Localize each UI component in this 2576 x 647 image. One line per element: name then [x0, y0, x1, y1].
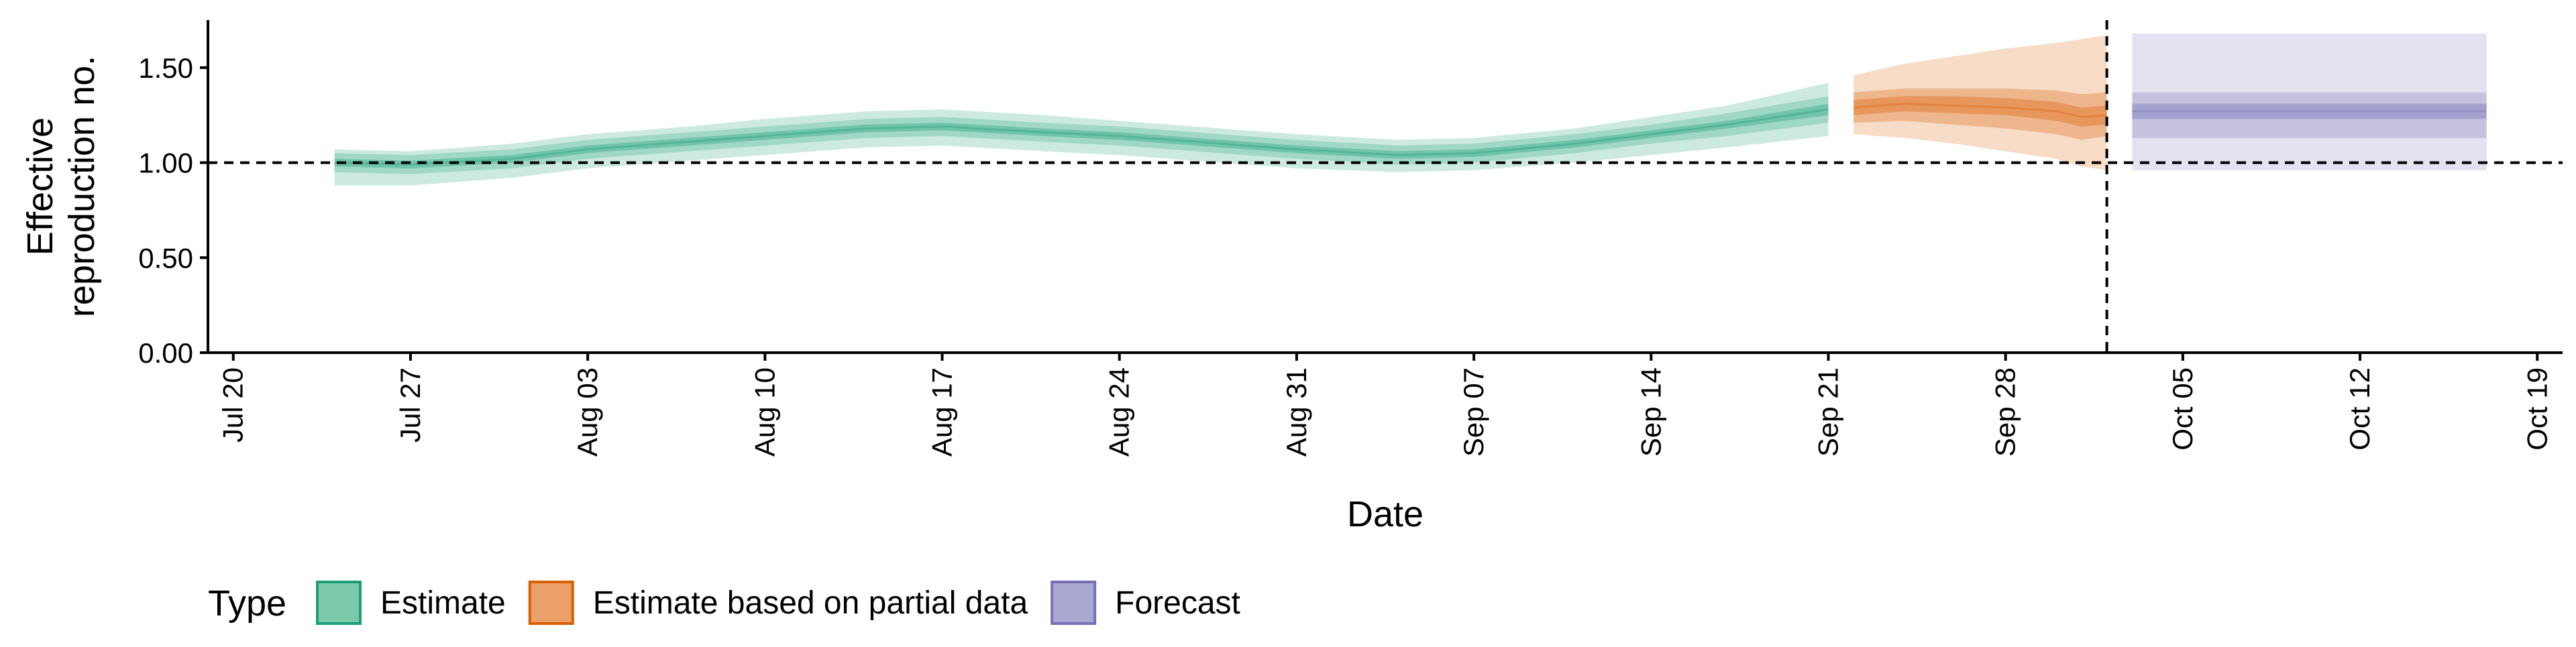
legend: Type Estimate Estimate based on partial d… [208, 581, 1240, 625]
forecast-band-20 [2132, 103, 2487, 119]
legend-key-forecast [1051, 581, 1097, 625]
x-axis-ticks: Jul 20 Jul 27 Aug 03 Aug 10 Aug 17 Aug 24 Aug … [217, 353, 2553, 457]
estimate-based-on-partial-data-band-20 [1854, 96, 2107, 127]
x-tick-label: Oct 05 [2167, 367, 2198, 451]
estimate-band-90 [334, 82, 1829, 186]
legend-label-forecast: Forecast [1115, 585, 1240, 621]
legend-label-estimate-based-on-partial-data: Estimate based on partial data [593, 585, 1028, 621]
estimate-band-50 [334, 96, 1829, 174]
y-tick-label: 0.00 [138, 337, 193, 369]
x-tick-label: Aug 03 [572, 367, 603, 457]
legend-key-estimate-based-on-partial-data [528, 581, 574, 625]
x-tick-label: Aug 24 [1104, 367, 1135, 457]
x-tick-label: Oct 19 [2521, 367, 2553, 451]
x-tick-label: Sep 21 [1812, 367, 1843, 457]
x-tick-label: Jul 20 [217, 367, 249, 443]
estimate-median-line [334, 108, 1829, 166]
legend-label-estimate: Estimate [380, 585, 506, 621]
y-axis-ticks: 0.00 0.50 1.00 1.50 [138, 52, 208, 369]
x-tick-label: Sep 07 [1458, 367, 1489, 457]
y-tick-label: 1.50 [138, 52, 193, 84]
y-tick-label: 1.00 [138, 148, 193, 179]
y-axis-title-line: reproduction no. [62, 56, 102, 317]
estimate-based-on-partial-data-band-50 [1854, 89, 2107, 140]
legend-key-estimate [316, 581, 362, 625]
estimate-based-on-partial-data-band-90 [1854, 35, 2107, 170]
estimate-band-20 [334, 103, 1829, 169]
y-axis-title: Effective reproduction no. [20, 56, 102, 317]
median-layer [334, 103, 2487, 166]
forecast-band-90 [2132, 33, 2487, 170]
bands-layer [334, 33, 2487, 186]
y-axis-title-line: Effective [20, 117, 60, 255]
x-tick-label: Oct 12 [2344, 367, 2375, 451]
x-tick-label: Jul 27 [394, 367, 426, 443]
forecast-band-50 [2132, 92, 2487, 138]
legend-items: Estimate Estimate based on partial data Fo… [316, 581, 1240, 625]
x-tick-label: Aug 10 [749, 367, 780, 457]
estimate-based-on-partial-data-median-line [1854, 103, 2107, 119]
x-tick-label: Sep 28 [1990, 367, 2021, 457]
x-tick-label: Sep 14 [1635, 367, 1666, 457]
y-tick-label: 0.50 [138, 242, 193, 274]
legend-title: Type [208, 583, 286, 624]
x-tick-label: Aug 31 [1281, 367, 1312, 457]
x-tick-label: Aug 17 [926, 367, 958, 457]
x-axis-title: Date [1347, 494, 1424, 534]
